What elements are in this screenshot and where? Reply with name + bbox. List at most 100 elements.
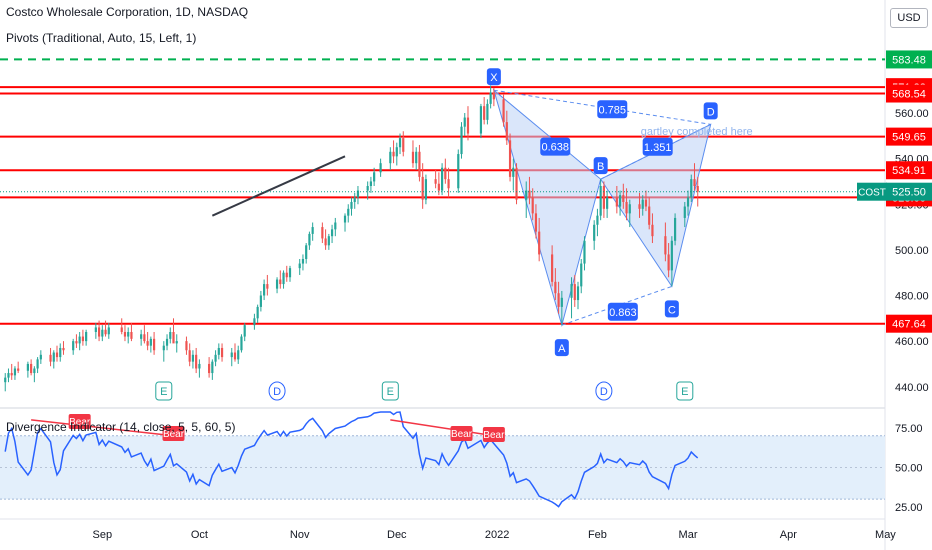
bear-signal-label: Bear: [163, 429, 185, 440]
candle-body: [101, 329, 104, 337]
candle-body: [52, 352, 55, 362]
candle-body: [185, 341, 188, 351]
candle-body: [97, 327, 101, 337]
candle-body: [237, 350, 240, 360]
candle-body: [94, 327, 97, 332]
candle-body: [143, 334, 146, 342]
candle-body: [415, 151, 418, 164]
symbol-tag: [857, 182, 887, 201]
gartley-ratio-badge: [642, 137, 673, 156]
osc-y-tick: 25.00: [895, 502, 923, 514]
x-tick-label: Apr: [780, 529, 797, 541]
gartley-point-label: B: [597, 161, 604, 173]
candle-body: [120, 327, 123, 332]
candle-body: [693, 179, 696, 186]
indicator-legend: Divergence Indicator (14, close, 5, 5, 6…: [6, 420, 236, 434]
candle-body: [483, 106, 486, 120]
candle-body: [395, 147, 398, 157]
candle-body: [557, 293, 560, 307]
gartley-point-label: A: [558, 343, 566, 355]
candle-body: [379, 163, 382, 173]
candle-body: [240, 336, 243, 351]
candle-body: [78, 336, 81, 344]
candle-body: [321, 227, 324, 239]
pivot-price-tag: [886, 50, 932, 69]
gartley-point-badge: [593, 157, 608, 175]
candle-body: [515, 167, 518, 200]
x-tick-label: Sep: [93, 529, 113, 541]
candle-body: [670, 240, 673, 271]
candle-body: [373, 172, 376, 182]
candle-body: [437, 183, 440, 191]
gartley-ratio-badge: [607, 302, 638, 321]
candle-body: [398, 138, 402, 148]
candle-body: [583, 240, 586, 264]
candle-body: [127, 332, 130, 337]
candle-body: [214, 354, 217, 362]
candle-body: [130, 332, 133, 339]
gartley-ratio-badge: [540, 137, 571, 156]
candle-body: [324, 238, 327, 246]
candle-body: [282, 272, 285, 285]
candle-body: [463, 117, 466, 127]
candle-body: [347, 208, 350, 216]
candle-body: [389, 151, 392, 164]
candle-body: [298, 263, 301, 269]
bear-signal-label: Bear: [69, 417, 91, 428]
gartley-point-label: C: [668, 304, 676, 316]
candle-body: [683, 206, 686, 218]
candle-body: [460, 126, 463, 155]
candle-body: [152, 338, 156, 351]
candle-body: [580, 263, 583, 287]
candle-body: [311, 227, 314, 234]
candle-body: [146, 341, 149, 346]
gartley-point-badge: [664, 300, 679, 318]
candle-body: [489, 92, 492, 104]
candle-body: [444, 167, 447, 180]
candle-body: [259, 295, 262, 307]
gartley-ratio-label: 0.863: [609, 307, 637, 319]
candle-body: [411, 151, 415, 164]
pivot-price-label: 568.54: [892, 89, 926, 101]
pivot-price-label: 467.64: [892, 319, 926, 331]
candle-body: [690, 179, 693, 198]
candle-body: [220, 347, 224, 358]
candle-body: [208, 363, 211, 374]
marker-label: E: [387, 386, 394, 398]
candle-body: [673, 217, 677, 241]
currency-button[interactable]: USD: [890, 8, 928, 28]
gartley-point-badge: [554, 339, 569, 357]
candle-body: [421, 176, 424, 200]
candle-body: [13, 368, 17, 376]
candle-body: [644, 199, 648, 207]
candle-body: [353, 197, 356, 202]
candle-body: [308, 233, 311, 246]
pivot-price-label: 583.48: [892, 54, 926, 66]
candle-body: [508, 140, 512, 177]
candle-body: [434, 179, 437, 184]
candle-body: [230, 352, 233, 358]
x-tick-label: Nov: [290, 529, 310, 541]
e-marker: [381, 381, 399, 401]
candle-body: [243, 325, 246, 337]
candle-body: [350, 201, 353, 209]
current-price-label: 525.50: [892, 187, 926, 199]
gartley-annotation: gartley completed here: [641, 126, 753, 138]
candle-body: [343, 215, 347, 223]
gartley-ratio-label: 0.638: [542, 142, 570, 154]
candle-body: [534, 213, 538, 232]
gartley-ratio-badge: [597, 100, 628, 119]
candle-body: [606, 197, 609, 209]
candle-body: [651, 224, 654, 237]
candle-body: [149, 338, 152, 346]
candle-body: [664, 236, 667, 255]
candle-body: [49, 354, 52, 362]
candle-body: [107, 327, 110, 335]
gartley-ratio-label: 0.785: [599, 104, 627, 116]
candle-body: [305, 245, 308, 259]
candle-body: [72, 341, 75, 351]
candle-body: [622, 195, 625, 202]
candle-body: [554, 281, 557, 294]
divergence-segment: [390, 419, 494, 437]
e-marker: [676, 381, 694, 401]
